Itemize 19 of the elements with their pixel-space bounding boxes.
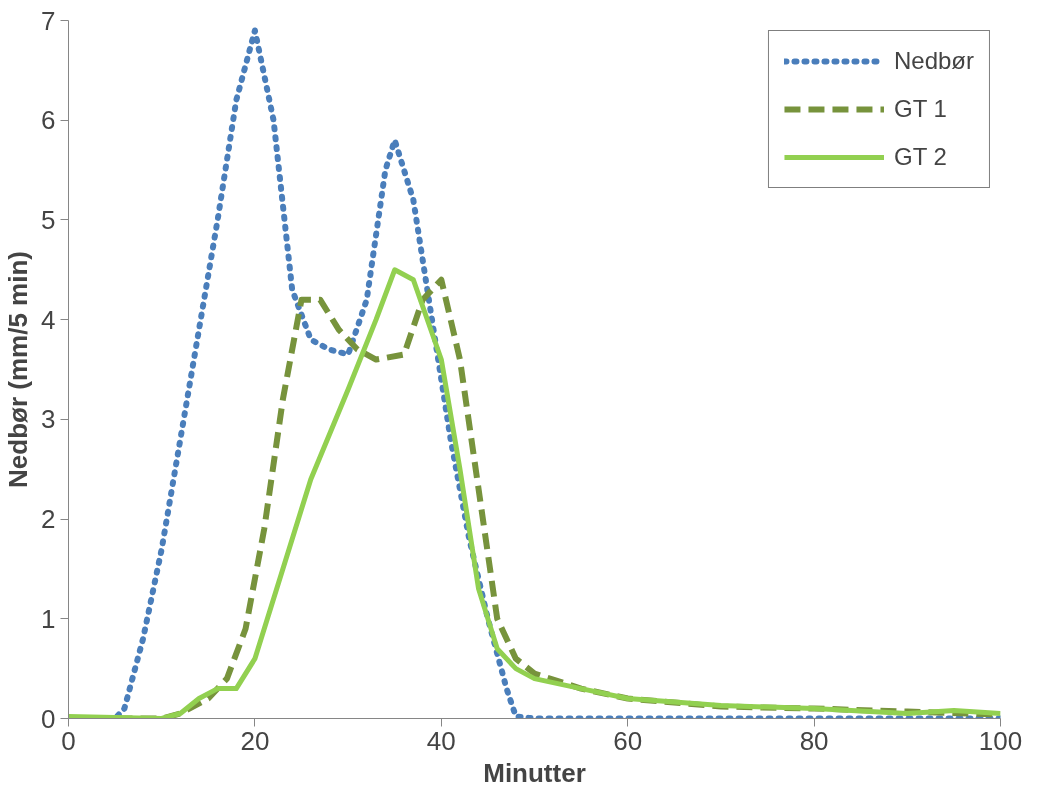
x-tick-label: 40 — [426, 725, 456, 756]
x-tick-label: 0 — [61, 725, 76, 756]
y-tick-label: 2 — [41, 504, 56, 535]
y-tick-label: 6 — [41, 105, 56, 136]
y-axis-title: Nedbør (mm/5 min) — [3, 251, 34, 488]
legend-label: GT 1 — [893, 95, 947, 123]
x-tick-label: 100 — [978, 725, 1023, 756]
y-tick-label: 0 — [41, 703, 56, 734]
x-tick-label: 60 — [613, 725, 643, 756]
y-tick-label: 7 — [41, 5, 56, 36]
legend-label: Nedbør — [893, 47, 974, 75]
x-tick-label: 80 — [799, 725, 829, 756]
y-tick-label: 3 — [41, 404, 56, 435]
legend-label: GT 2 — [893, 143, 947, 171]
y-tick-label: 5 — [41, 204, 56, 235]
y-tick-label: 4 — [41, 304, 56, 335]
y-tick-label: 1 — [41, 603, 56, 634]
x-tick-label: 20 — [240, 725, 270, 756]
x-axis-title: Minutter — [483, 757, 586, 788]
